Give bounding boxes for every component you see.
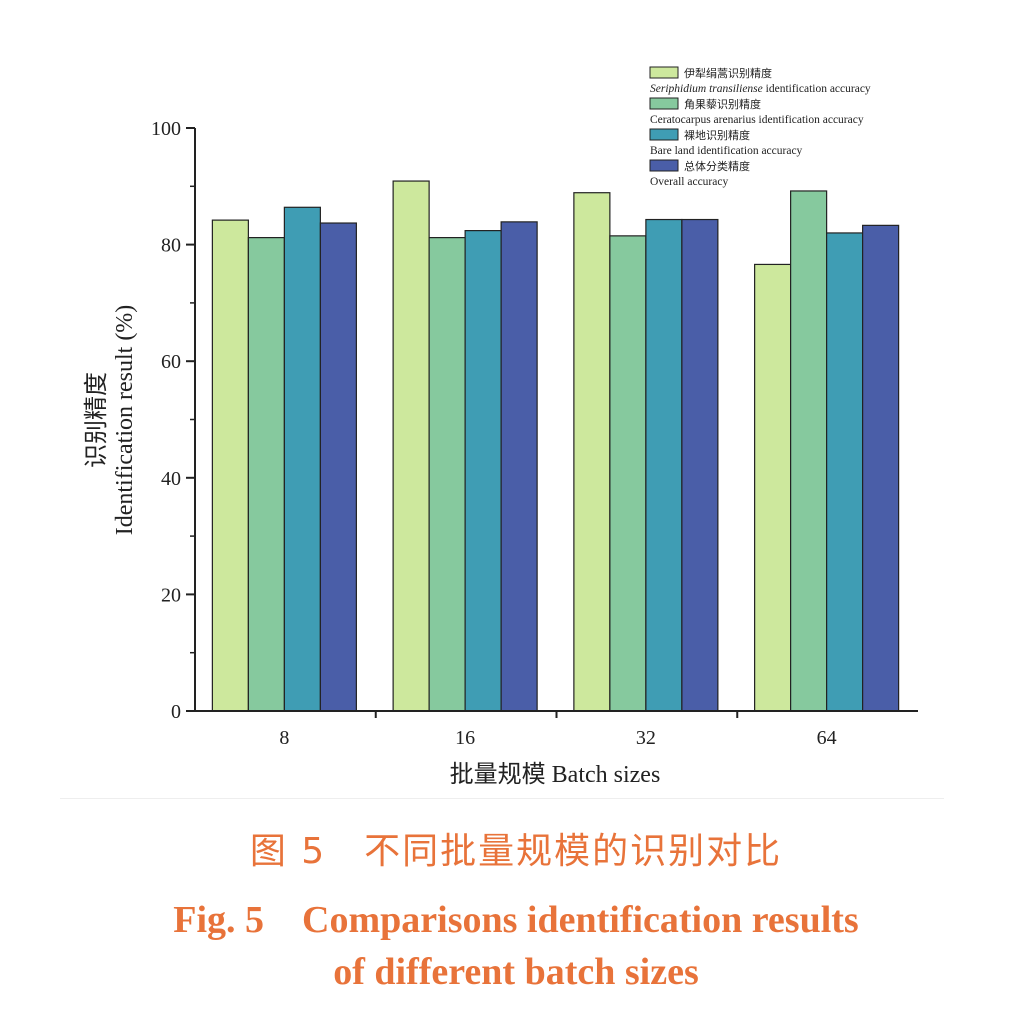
legend-label-en-4: Overall accuracy	[650, 176, 728, 188]
y-tick-label-100: 100	[151, 118, 181, 140]
legend-label-cn-4: 总体分类精度	[684, 159, 750, 173]
legend-label-en-2: Ceratocarpus arenarius identification ac…	[650, 114, 864, 126]
legend-label-cn-3: 裸地识别精度	[684, 128, 750, 142]
legend-label-en-3: Bare land identification accuracy	[650, 145, 803, 157]
bar-4-16	[500, 221, 538, 712]
x-tick-label-64: 64	[817, 727, 837, 749]
bar-chart: 0 20 40 60 80 100 8 16 32 64 批量规模 Batch sizes 识别…	[83, 66, 918, 788]
legend-label-en-1: Seriphidium transiliense identification …	[650, 83, 871, 95]
y-axis-title-en: Identification result (%)	[112, 305, 138, 536]
x-tick-label-8: 8	[279, 727, 289, 749]
bar-2-16	[428, 237, 466, 712]
figure-caption-en-line2: of different batch sizes	[333, 951, 699, 993]
y-tick-label-60: 60	[161, 351, 181, 373]
y-axis-title-cn: 识别精度	[83, 372, 110, 468]
bar-3-8	[283, 206, 321, 712]
y-tick-label-20: 20	[161, 584, 181, 606]
legend-label-cn-1: 伊犁绢蒿识别精度	[684, 66, 772, 80]
bar-3-16	[464, 230, 502, 712]
bar-2-64	[790, 190, 828, 712]
bars-group	[211, 180, 900, 712]
bar-4-8	[319, 222, 357, 712]
bar-1-32	[573, 192, 611, 712]
bar-3-64	[826, 232, 864, 712]
bar-1-64	[754, 263, 792, 712]
bar-1-8	[211, 219, 249, 712]
bar-4-64	[862, 224, 900, 712]
legend-label-cn-2: 角果藜识别精度	[684, 97, 761, 111]
x-tick-label-32: 32	[636, 727, 656, 749]
x-ticks-group: 8 16 32 64	[279, 711, 837, 749]
x-tick-label-16: 16	[455, 727, 475, 749]
legend-swatch-4	[649, 159, 679, 172]
bar-1-16	[392, 180, 430, 712]
y-ticks-group: 0 20 40 60 80 100	[151, 118, 195, 723]
figure-caption-en-line1: Fig. 5 Comparisons identification result…	[173, 899, 859, 941]
bar-4-32	[681, 218, 719, 712]
x-axis-title: 批量规模 Batch sizes	[450, 761, 661, 788]
bar-2-32	[609, 235, 647, 712]
caption-divider	[60, 798, 944, 799]
y-tick-label-80: 80	[161, 235, 181, 257]
figure-caption-cn: 图 5 不同批量规模的识别对比	[249, 831, 783, 872]
bar-2-8	[247, 237, 285, 712]
bar-3-32	[645, 218, 683, 712]
legend-swatch-1	[649, 66, 679, 79]
legend-swatch-3	[649, 128, 679, 141]
legend-swatch-2	[649, 97, 679, 110]
legend: 伊犁绢蒿识别精度 Seriphidium transiliense identif…	[649, 66, 871, 188]
y-tick-label-0: 0	[171, 701, 181, 723]
y-tick-label-40: 40	[161, 468, 181, 490]
